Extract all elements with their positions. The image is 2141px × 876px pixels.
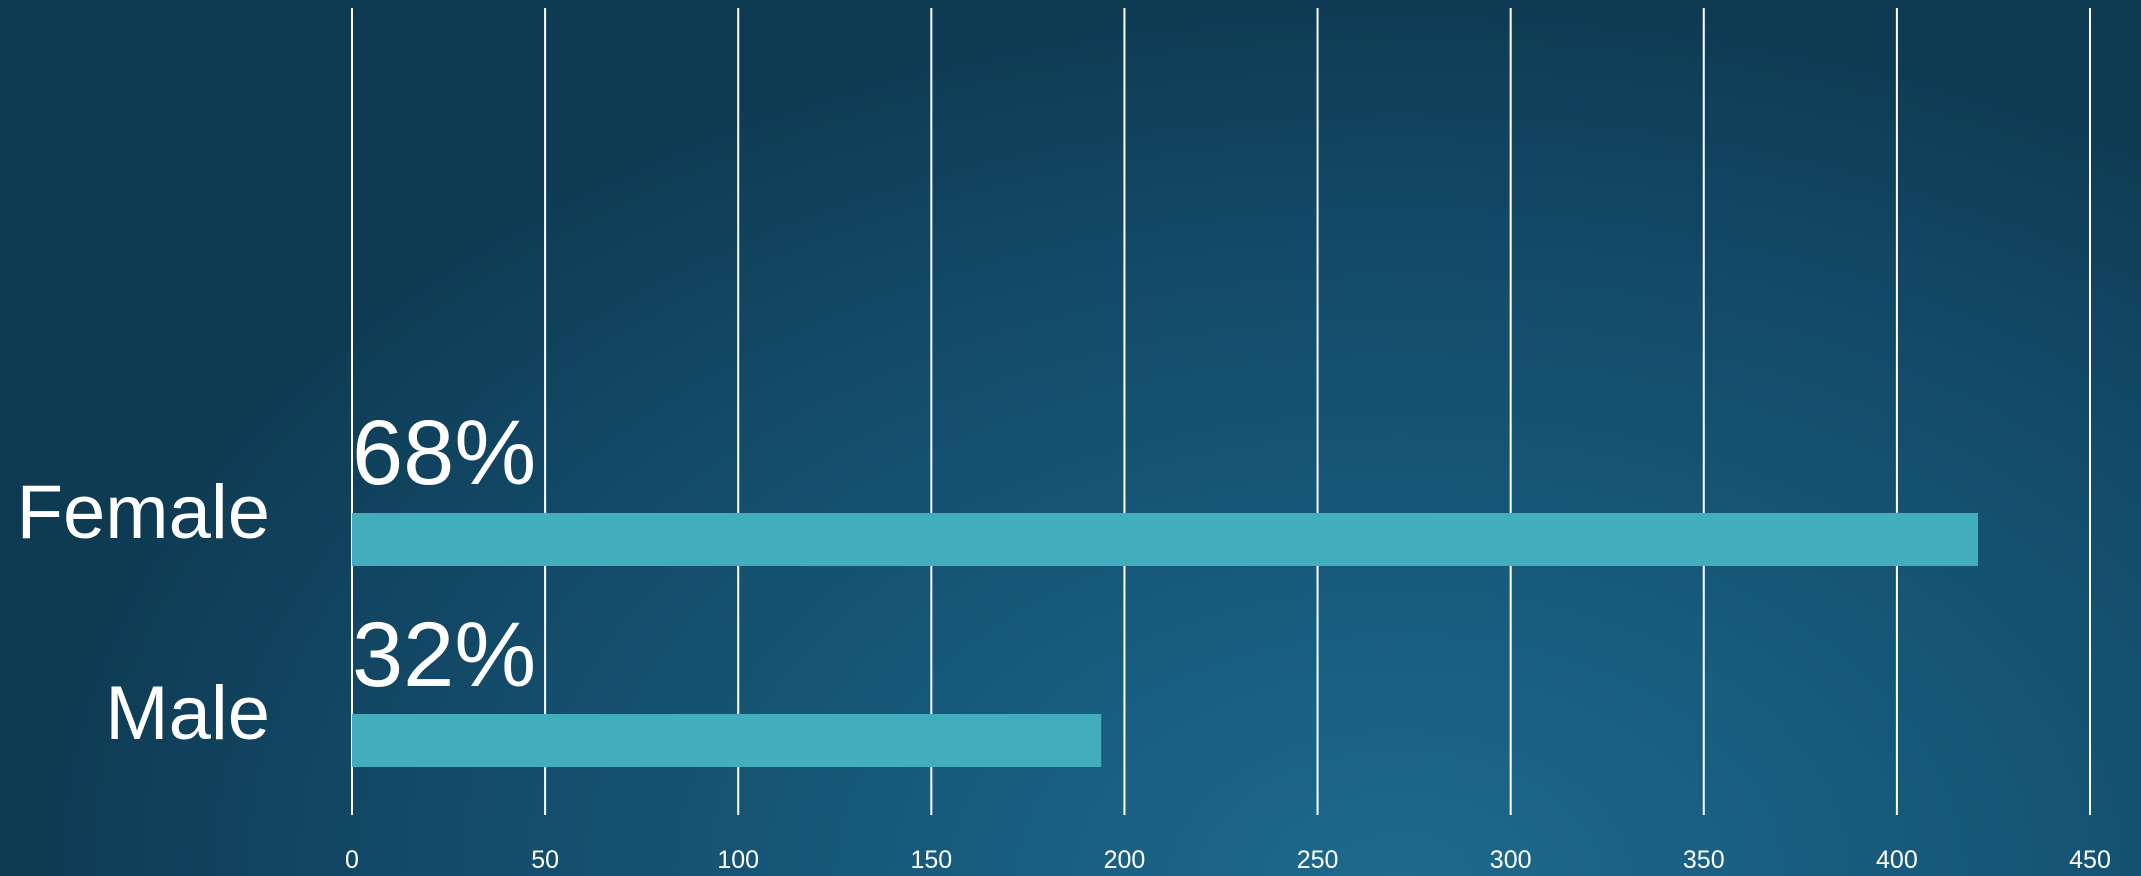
- bar-female: [352, 513, 1978, 566]
- bars: [352, 513, 1978, 767]
- x-tick-label-50: 50: [531, 846, 559, 874]
- x-tick-label-250: 250: [1297, 846, 1339, 874]
- labels: 0 50 100 150 200 250 300 350 400 450 Female 68% Male…: [17, 402, 2111, 874]
- x-tick-label-300: 300: [1490, 846, 1532, 874]
- data-label-female: 68%: [352, 402, 536, 504]
- x-tick-label-450: 450: [2069, 846, 2111, 874]
- x-tick-label-400: 400: [1876, 846, 1918, 874]
- category-label-male: Male: [105, 671, 270, 756]
- x-tick-label-100: 100: [717, 846, 759, 874]
- x-tick-label-200: 200: [1104, 846, 1146, 874]
- data-label-male: 32%: [352, 604, 536, 706]
- x-tick-label-0: 0: [345, 846, 359, 874]
- bar-male: [352, 714, 1102, 767]
- x-tick-label-150: 150: [910, 846, 952, 874]
- category-label-female: Female: [17, 470, 270, 555]
- x-tick-label-350: 350: [1683, 846, 1725, 874]
- gridlines: [351, 8, 2091, 815]
